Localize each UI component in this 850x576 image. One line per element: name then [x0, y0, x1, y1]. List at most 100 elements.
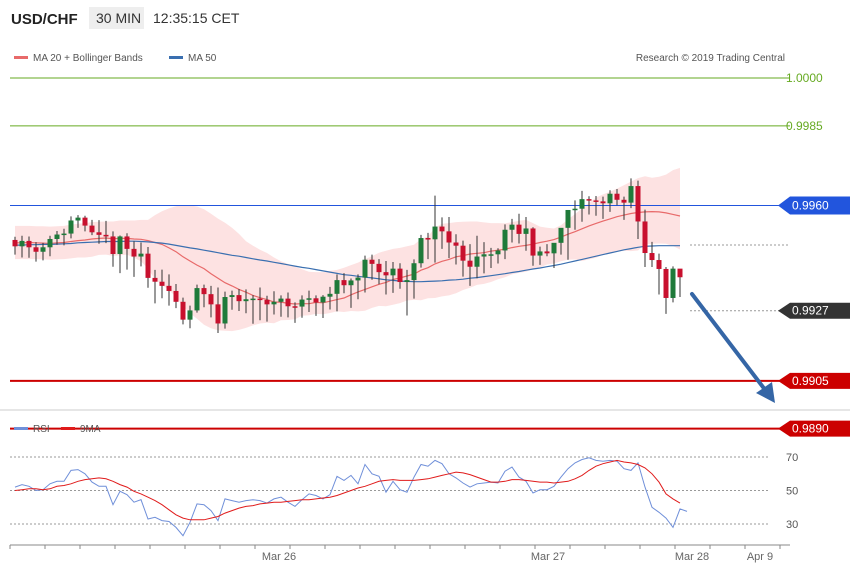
- bollinger-band-area: [15, 167, 680, 332]
- candle-body: [572, 208, 578, 211]
- ma9-line: [14, 459, 681, 521]
- candle-body: [390, 268, 396, 276]
- candle-body: [537, 251, 543, 256]
- candle-body: [264, 299, 270, 305]
- candle-body: [621, 199, 627, 203]
- candle-body: [110, 236, 116, 254]
- candle-body: [68, 220, 74, 234]
- candle-body: [635, 186, 641, 222]
- candle-body: [544, 251, 550, 254]
- candle-body: [523, 228, 529, 234]
- candle-body: [649, 253, 655, 261]
- candle-body: [530, 228, 536, 256]
- candle-body: [320, 296, 326, 303]
- candle-body: [593, 200, 599, 202]
- resistance-label-0: 1.0000: [786, 71, 823, 85]
- candle-body: [222, 297, 228, 324]
- candle-body: [369, 259, 375, 264]
- candle-body: [54, 234, 60, 239]
- candle-body: [677, 268, 683, 278]
- candle-body: [327, 293, 333, 297]
- candle-body: [663, 268, 669, 298]
- ma50-legend-label: MA 50: [188, 53, 217, 64]
- candle-body: [103, 234, 109, 237]
- candle-body: [488, 254, 494, 256]
- candle-body: [502, 229, 508, 251]
- candle-body: [306, 298, 312, 300]
- candle-body: [47, 238, 53, 248]
- candle-body: [460, 245, 466, 261]
- current-price-tag: [778, 302, 850, 319]
- candle-body: [278, 298, 284, 302]
- candle-body: [19, 240, 25, 247]
- candle-body: [173, 290, 179, 302]
- current-price-label: 0.9927: [792, 304, 829, 318]
- candle-body: [285, 298, 291, 307]
- candle-body: [159, 281, 165, 286]
- candle-body: [439, 226, 445, 232]
- support-label-4: 0.9905: [792, 374, 829, 388]
- candle-body: [299, 299, 305, 307]
- candle-body: [229, 295, 235, 298]
- candle-body: [236, 295, 242, 302]
- candle-body: [26, 240, 32, 248]
- candle-body: [600, 201, 606, 204]
- candle-body: [586, 199, 592, 201]
- candle-body: [75, 217, 81, 221]
- candle-body: [397, 268, 403, 283]
- candle-body: [166, 285, 172, 291]
- candle-body: [432, 226, 438, 240]
- x-axis-label: Mar 26: [262, 551, 296, 563]
- forecast-arrow-head: [756, 382, 775, 403]
- candle-body: [656, 260, 662, 269]
- timeframe-label[interactable]: 30 MIN: [96, 10, 141, 26]
- candle-body: [40, 247, 46, 252]
- candle-body: [495, 250, 501, 255]
- candle-body: [362, 259, 368, 278]
- candle-body: [579, 199, 585, 209]
- candle-body: [551, 242, 557, 254]
- timeframe-badge[interactable]: [89, 7, 144, 29]
- ma20-legend-label: MA 20 + Bollinger Bands: [33, 53, 143, 64]
- candle-body: [558, 227, 564, 243]
- candle-body: [12, 239, 18, 247]
- candle-body: [474, 256, 480, 267]
- rsi-tick-label-70: 70: [786, 452, 798, 464]
- symbol-title: USD/CHF: [11, 11, 78, 28]
- candle-body: [250, 298, 256, 301]
- candle-body: [215, 304, 221, 324]
- candle-body: [642, 221, 648, 254]
- ma9-legend-swatch: [61, 427, 75, 430]
- pivot-label: 0.9960: [792, 199, 829, 213]
- rsi-tick-label-30: 30: [786, 519, 798, 531]
- candle-body: [670, 268, 676, 298]
- copyright-text: Research © 2019 Trading Central: [636, 53, 785, 64]
- candle-body: [61, 233, 67, 236]
- rsi-line: [14, 457, 688, 537]
- x-axis-label: Mar 28: [675, 551, 709, 563]
- candle-body: [292, 306, 298, 308]
- candle-body: [243, 299, 249, 302]
- candle-body: [383, 272, 389, 276]
- candle-body: [145, 253, 151, 278]
- forecast-arrow-shaft: [690, 292, 768, 393]
- candle-body: [355, 277, 361, 281]
- candle-body: [614, 193, 620, 200]
- support-tag-5: [778, 420, 850, 437]
- candle-body: [89, 225, 95, 233]
- candle-body: [467, 260, 473, 267]
- ma20-legend-swatch: [14, 56, 28, 59]
- candle-body: [208, 294, 214, 305]
- support-label-5: 0.9890: [792, 422, 829, 436]
- support-tag-4: [778, 372, 850, 389]
- candle-body: [152, 277, 158, 282]
- rsi-legend-swatch: [14, 427, 28, 430]
- resistance-label-1: 0.9985: [786, 119, 823, 133]
- pivot-tag: [778, 196, 850, 215]
- candle-body: [418, 238, 424, 264]
- candle-body: [201, 288, 207, 295]
- candle-body: [117, 236, 123, 254]
- candle-body: [628, 186, 634, 203]
- rsi-legend-label: RSI: [33, 424, 50, 435]
